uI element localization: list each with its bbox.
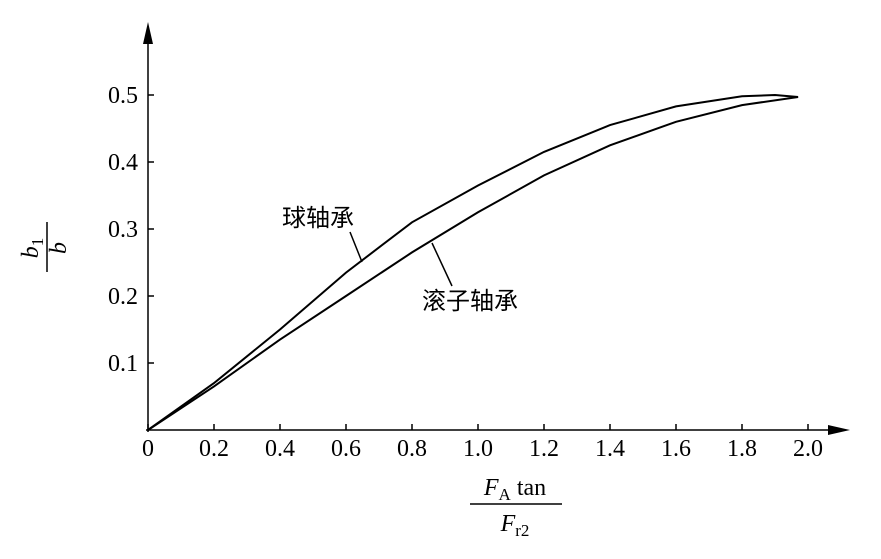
x-tick-label: 1.0: [463, 436, 493, 462]
y-label-var: b: [18, 246, 44, 258]
x-tick-label: 0.4: [265, 436, 295, 462]
x-tick-label: 1.8: [727, 436, 757, 462]
annotation-leader: [349, 231, 363, 263]
y-label: b1 b: [18, 222, 72, 272]
y-tick-label: 0.5: [108, 83, 138, 109]
x-label-denominator: Fr2: [500, 511, 530, 540]
x-label: FA tan Fr2: [470, 475, 562, 540]
x-tick-label: 0.6: [331, 436, 361, 462]
annotation-leader: [431, 242, 453, 287]
x-label-sub: r2: [515, 521, 529, 540]
y-label-sub: 1: [28, 238, 47, 247]
x-label-var: F: [483, 475, 499, 501]
curve: [147, 96, 799, 431]
curve-label: 滚子轴承: [422, 287, 518, 315]
curve-label: 球轴承: [282, 204, 354, 232]
x-tick-label: 1.2: [529, 436, 559, 462]
curve: [147, 93, 799, 431]
y-label-denominator: b: [46, 242, 72, 254]
x-tick-label: 0.8: [397, 436, 427, 462]
x-label-sub: A: [499, 485, 512, 504]
x-label-text: tan: [511, 475, 546, 501]
x-axis-arrow: [828, 425, 850, 435]
y-axis-arrow: [143, 22, 153, 44]
y-tick-label: 0.4: [108, 150, 138, 176]
y-label-numerator: b1: [18, 238, 47, 259]
x-tick-label: 2.0: [793, 436, 823, 462]
y-tick-label: 0.1: [108, 351, 138, 377]
x-label-numerator: FA tan: [483, 475, 546, 504]
y-tick-label: 0.3: [108, 217, 138, 243]
x-tick-label: 0.2: [199, 436, 229, 462]
x-tick-label: 1.4: [595, 436, 625, 462]
x-tick-label: 1.6: [661, 436, 691, 462]
x-tick-label: 0: [142, 436, 154, 462]
x-label-var: F: [500, 511, 516, 537]
y-tick-label: 0.2: [108, 284, 138, 310]
